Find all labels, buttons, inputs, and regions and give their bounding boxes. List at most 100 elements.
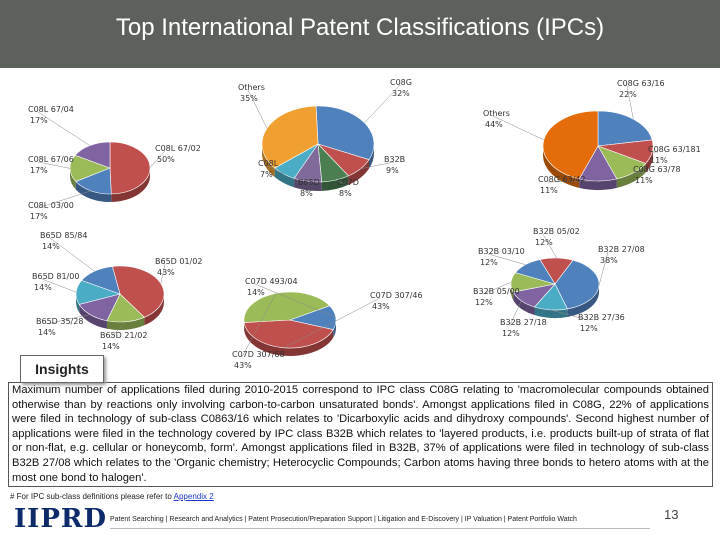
c08g-pct-0: 22%: [619, 90, 637, 99]
c08l-side-2: [70, 168, 76, 190]
c07d-pct-1: 43%: [234, 361, 252, 368]
c08g-label-3: C08G 63/42: [538, 175, 586, 184]
c08g-label-1: C08G 63/181: [648, 145, 701, 154]
b65d-pct-0: 43%: [157, 268, 175, 277]
pie-charts: C08G 32% B32B 9% C07D 8% B65D 8% C08L 7% Others 35%…: [28, 78, 701, 368]
b32b-pct-0: 12%: [535, 238, 553, 247]
b32b-leader-1: [598, 251, 609, 286]
b65d-label-1: B65D 21/02: [100, 331, 147, 340]
b65d-leader-2: [45, 314, 91, 325]
b32b-pct-4: 12%: [475, 298, 493, 307]
b32b-label-4: B32B 05/00: [473, 287, 520, 296]
c08l-label-3: C08L 67/04: [28, 105, 74, 114]
c08g-leader-0: [626, 85, 634, 120]
main-leader-1: [360, 161, 395, 170]
b32b-side-4: [511, 284, 514, 301]
c08l-leader-1: [37, 190, 91, 209]
c08g-label-4: Others: [483, 109, 510, 118]
b65d-pct-3: 14%: [34, 283, 52, 292]
c08g-side-3: [579, 178, 617, 190]
main-label-2: C07D: [337, 178, 359, 187]
appendix-link[interactable]: Appendix 2: [173, 492, 214, 501]
insights-box: [8, 382, 713, 487]
main-leader-0: [364, 84, 401, 124]
company-logo: IIPRD: [14, 504, 108, 534]
b32b-side-1: [567, 284, 599, 317]
b32b-leader-4: [482, 282, 512, 295]
b65d-label-3: B65D 81/00: [32, 272, 79, 281]
c08g-slice-0: [597, 110, 653, 147]
b32b-label-1: B32B 27/08: [598, 245, 645, 254]
b32b-label-3: B32B 27/18: [500, 318, 547, 327]
b65d-label-4: B65D 85/84: [40, 231, 87, 240]
page-number: 13: [664, 507, 679, 522]
b32b-side-2: [534, 307, 568, 318]
main-slice-0: [315, 105, 375, 161]
c07d-leader-1: [241, 293, 277, 358]
c07d-pct-2: 14%: [247, 288, 265, 297]
title-bar: [0, 0, 720, 68]
c08g-pct-3: 11%: [540, 186, 558, 195]
c08g-pct-1: 11%: [650, 156, 668, 165]
c08g-side-2: [616, 163, 646, 188]
main-leader-5: [247, 89, 268, 129]
insights-tag: Insights: [20, 355, 104, 383]
b65d-side-0: [144, 294, 164, 326]
c08g-side-4: [543, 146, 580, 188]
b32b-label-5: B32B 03/10: [478, 247, 525, 256]
footer-divider: [110, 528, 650, 529]
b32b-pct-3: 12%: [502, 329, 520, 338]
c07d-pct-0: 43%: [372, 302, 390, 311]
b65d-pct-1: 14%: [102, 342, 120, 351]
c07d-slice-2: [288, 305, 337, 330]
b32b-side-3: [513, 292, 535, 316]
b32b-leader-5: [487, 253, 526, 265]
c07d-leader-0: [283, 297, 381, 348]
c08g-pct-4: 44%: [485, 120, 503, 129]
c08g-leader-3: [547, 180, 599, 183]
main-pct-3: 8%: [300, 189, 313, 198]
b32b-leader-2: [550, 309, 589, 321]
b32b-slice-1: [554, 259, 600, 310]
main-label-0: C08G: [390, 78, 412, 87]
c08l-pct-1: 17%: [30, 212, 48, 221]
main-pct-2: 8%: [339, 189, 352, 198]
c08g-pct-2: 11%: [635, 176, 653, 185]
c07d-label-1: C07D 307/68: [232, 350, 285, 359]
b65d-label-2: B65D 35/28: [36, 317, 83, 326]
main-side-5: [262, 144, 275, 178]
b32b-slice-5: [514, 259, 556, 285]
main-leader-2: [335, 179, 348, 186]
c07d-slice-0: [243, 319, 334, 349]
b65d-leader-1: [109, 321, 127, 339]
c08l-leader-0: [149, 150, 166, 168]
main-side-2: [321, 175, 349, 191]
c08l-side-0: [111, 168, 150, 202]
c07d-slice-1: [243, 291, 331, 323]
main-side-0: [369, 144, 374, 169]
b65d-pct-4: 14%: [42, 242, 60, 251]
main-slice-5: [261, 105, 319, 169]
c08g-label-0: C08G 63/16: [617, 79, 665, 88]
c08l-label-0: C08L 67/02: [155, 144, 201, 153]
main-label-4: C08L: [258, 159, 279, 168]
b65d-pct-2: 14%: [38, 328, 56, 337]
b65d-side-3: [76, 294, 80, 313]
b65d-label-0: B65D 01/02: [155, 257, 202, 266]
b32b-leader-3: [509, 300, 522, 326]
b32b-pct-2: 12%: [580, 324, 598, 333]
c08l-pct-2: 17%: [30, 166, 48, 175]
c08g-leader-4: [492, 115, 544, 141]
b32b-leader-0: [542, 233, 557, 259]
c08l-slice-1: [75, 167, 112, 195]
insights-text: Maximum number of applications filed dur…: [12, 384, 709, 484]
c07d-leader-2: [254, 283, 336, 318]
main-label-1: B32B: [384, 155, 405, 164]
page-title: Top International Patent Classifications…: [115, 14, 605, 41]
c08l-slice-3: [74, 141, 111, 169]
c08g-slice-4: [542, 110, 599, 180]
c08l-pct-0: 50%: [157, 155, 175, 164]
c08l-slice-0: [109, 141, 151, 195]
c07d-label-2: C07D 493/04: [245, 277, 298, 286]
c08l-label-1: C08L 03/00: [28, 201, 74, 210]
